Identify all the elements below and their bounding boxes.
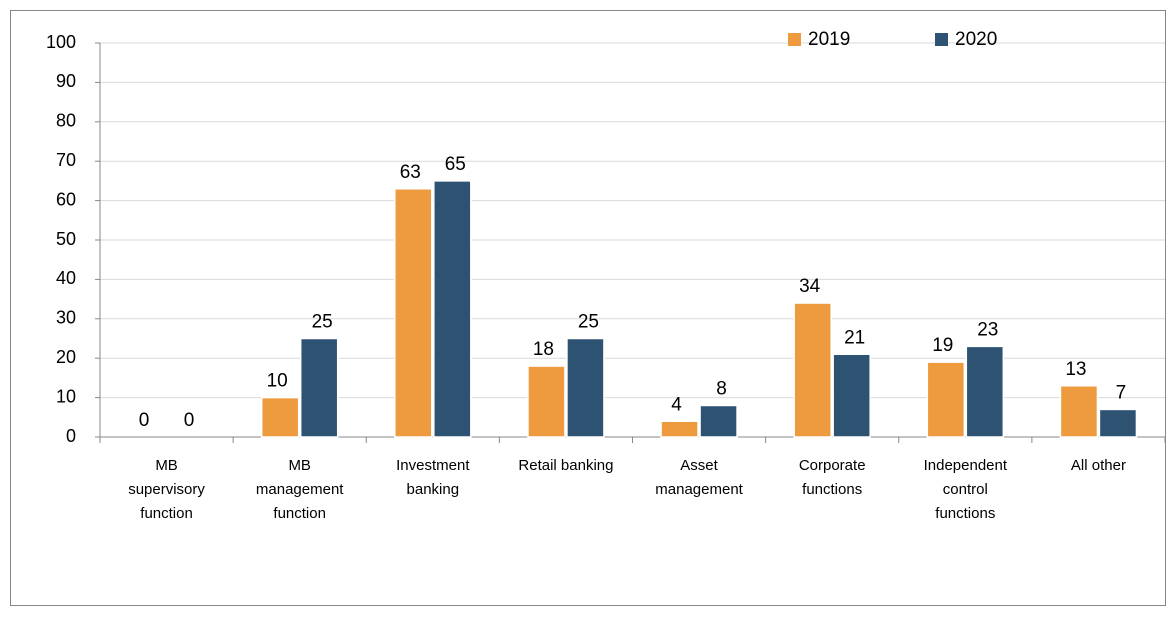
y-tick-label: 90 [56, 71, 76, 91]
x-tick-label: function [140, 505, 193, 522]
x-tick-label: functions [935, 505, 995, 522]
bar [299, 337, 339, 438]
chart-border [10, 10, 1166, 606]
bar [660, 420, 699, 438]
legend-swatch [935, 33, 948, 46]
data-label: 7 [1116, 382, 1127, 403]
data-label: 25 [312, 312, 333, 333]
bar [832, 353, 871, 438]
x-tick-label: functions [802, 481, 862, 498]
data-label: 21 [844, 327, 865, 348]
data-label: 0 [184, 410, 195, 431]
data-label: 63 [400, 162, 421, 183]
bar [1059, 385, 1099, 438]
data-label: 65 [445, 154, 466, 175]
bar [793, 302, 832, 438]
y-tick-label: 30 [56, 308, 76, 328]
data-label: 10 [267, 371, 288, 392]
x-tick-label: All other [1071, 457, 1126, 474]
data-label: 8 [716, 378, 727, 399]
bar [699, 404, 738, 438]
legend-label: 2019 [808, 29, 850, 50]
y-tick-label: 100 [46, 32, 76, 52]
x-tick-label: Corporate [799, 457, 866, 474]
y-tick-label: 80 [56, 111, 76, 131]
bar [566, 337, 605, 438]
x-tick-label: Independent [924, 457, 1008, 474]
y-tick-label: 10 [56, 386, 76, 406]
bar [433, 180, 472, 438]
bar [1098, 408, 1138, 438]
bar [926, 361, 966, 438]
x-tick-label: Retail banking [518, 457, 613, 474]
x-tick-label: banking [407, 481, 460, 498]
data-label: 25 [578, 312, 599, 333]
y-tick-label: 40 [56, 268, 76, 288]
bar [965, 345, 1005, 438]
data-label: 18 [533, 339, 554, 360]
y-tick-label: 50 [56, 229, 76, 249]
data-label: 13 [1065, 359, 1086, 380]
x-tick-label: management [655, 481, 743, 498]
data-label: 4 [671, 394, 682, 415]
x-tick-label: control [943, 481, 988, 498]
bar [394, 188, 433, 438]
y-tick-label: 0 [66, 426, 76, 446]
x-tick-label: Investment [396, 457, 470, 474]
x-tick-label: Asset [680, 457, 718, 474]
data-label: 34 [799, 276, 821, 297]
legend-label: 2020 [955, 29, 997, 50]
data-label: 0 [139, 410, 150, 431]
y-tick-label: 70 [56, 150, 76, 170]
y-tick-label: 60 [56, 189, 76, 209]
x-tick-label: supervisory [128, 481, 205, 498]
bar [260, 396, 300, 438]
y-tick-label: 20 [56, 347, 76, 367]
legend-swatch [788, 33, 801, 46]
x-tick-label: function [273, 505, 326, 522]
x-tick-label: MB [288, 457, 311, 474]
x-tick-label: MB [155, 457, 178, 474]
bar [527, 365, 566, 438]
data-label: 19 [932, 335, 953, 356]
data-label: 23 [977, 319, 998, 340]
x-tick-label: management [256, 481, 344, 498]
